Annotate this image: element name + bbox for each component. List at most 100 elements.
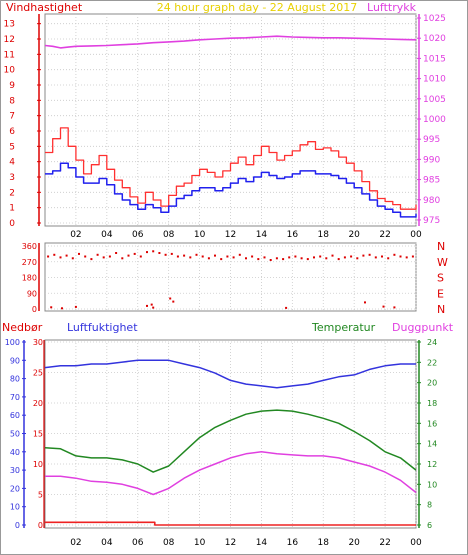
pressure-y-tick-label: 990 (423, 155, 440, 165)
direction-point (263, 256, 266, 259)
x-tick-label: 14 (256, 538, 268, 548)
direction-point (201, 255, 204, 258)
precip-y-tick-label: 50 (10, 430, 20, 439)
wind-y-tick-label: 13 (4, 20, 15, 30)
x-tick-label: 04 (101, 230, 113, 240)
pressure-y-tick-label: 995 (423, 135, 440, 145)
wind-y-tick-label: 0 (9, 219, 15, 229)
precip-y-tick-label: 10 (10, 503, 20, 512)
humidity-axis-title: Luftfuktighet (67, 321, 138, 334)
temperature-y-tick-label: 24 (427, 338, 437, 347)
compass-label: N (437, 303, 445, 316)
direction-point (238, 253, 241, 256)
direction-point (78, 252, 80, 255)
direction-point (90, 258, 93, 261)
compass-label: E (437, 287, 444, 300)
x-tick-label: 00 (410, 230, 422, 240)
pressure-y-tick-label: 980 (423, 196, 440, 206)
x-tick-label: 16 (287, 538, 299, 548)
wind-y-tick-label: 6 (9, 127, 15, 137)
direction-point (176, 255, 179, 258)
wind-y-tick-label: 11 (4, 50, 15, 60)
x-tick-label: 04 (101, 538, 113, 548)
direction-point (399, 255, 402, 258)
dewpoint-axis-title: Duggpunkt (392, 321, 454, 334)
direction-point (170, 252, 173, 255)
x-tick-label: 18 (318, 230, 330, 240)
direction-point (319, 255, 322, 258)
humidity-temperature-panel: 0102030405060708090100051015202530681012… (5, 338, 437, 548)
pressure-y-tick-label: 1025 (423, 14, 446, 24)
direction-point (368, 253, 371, 256)
direction-point (164, 253, 167, 256)
direction-point (189, 256, 192, 259)
x-tick-label: 20 (348, 230, 360, 240)
humidity-y-tick-label: 10 (33, 460, 43, 469)
wind-y-tick-label: 2 (9, 188, 15, 198)
wind-speed-axis-title: Vindhastighet (6, 1, 83, 14)
pressure-y-tick-label: 1000 (423, 115, 446, 125)
direction-point (152, 306, 155, 309)
wind-y-tick-label: 7 (9, 112, 15, 122)
humidity-y-tick-label: 20 (33, 399, 43, 408)
direction-point (133, 252, 136, 255)
direction-point (47, 255, 50, 258)
precip-y-tick-label: 70 (10, 393, 20, 402)
direction-point (364, 301, 366, 304)
temperature-line (44, 409, 417, 473)
direction-y-tick-label: 270 (22, 258, 37, 267)
temperature-axis-title: Temperatur (311, 321, 376, 334)
compass-label: N (437, 240, 445, 253)
direction-point (214, 254, 216, 257)
humidity-y-tick-label: 0 (38, 521, 43, 530)
x-tick-label: 10 (194, 538, 206, 548)
direction-y-tick-label: 90 (27, 289, 37, 298)
direction-point (387, 257, 390, 260)
dewpoint-line (45, 451, 417, 496)
direction-point (146, 304, 148, 307)
pressure-y-tick-label: 985 (423, 176, 440, 186)
humidity-y-tick-label: 25 (33, 369, 43, 378)
wind-average-line (45, 162, 417, 218)
direction-point (285, 306, 288, 309)
precip-y-tick-label: 90 (10, 356, 20, 365)
wind-gust-line (45, 127, 417, 210)
temperature-y-tick-label: 14 (427, 440, 437, 449)
x-tick-label: 02 (70, 230, 81, 240)
direction-point (356, 257, 359, 260)
direction-point (61, 307, 63, 310)
direction-point (108, 255, 111, 258)
x-tick-label: 00 (410, 538, 422, 548)
direction-point (269, 259, 272, 261)
direction-point (84, 255, 87, 258)
direction-y-tick-label: 0 (32, 305, 37, 314)
direction-point (183, 254, 186, 257)
pressure-y-tick-label: 1020 (423, 34, 446, 44)
direction-point (405, 256, 408, 259)
direction-point (207, 257, 210, 260)
humidity-y-tick-label: 30 (33, 338, 43, 347)
direction-point (275, 257, 278, 260)
x-tick-label: 18 (318, 538, 330, 548)
direction-point (152, 250, 155, 253)
x-tick-label: 06 (132, 538, 144, 548)
wind-y-tick-label: 8 (9, 96, 15, 106)
pressure-y-tick-label: 1015 (423, 54, 446, 64)
wind-direction-panel: 0 N 90 E 180 S 270 W 360 N (22, 240, 448, 316)
wind-y-tick-label: 5 (9, 142, 15, 152)
precip-y-tick-label: 30 (10, 466, 20, 475)
direction-point (74, 305, 77, 308)
precip-y-tick-label: 100 (5, 338, 20, 347)
precipitation-line (45, 521, 416, 526)
chart-title: 24 hour graph day - 22 August 2017 (157, 1, 358, 14)
direction-point (245, 257, 247, 260)
direction-point (381, 255, 383, 258)
temperature-y-tick-label: 22 (427, 358, 437, 367)
temperature-y-tick-label: 18 (427, 399, 437, 408)
x-tick-label: 22 (379, 538, 390, 548)
direction-point (382, 305, 385, 308)
wind-y-tick-label: 9 (9, 81, 15, 91)
direction-point (337, 258, 340, 261)
x-tick-label: 12 (225, 538, 236, 548)
